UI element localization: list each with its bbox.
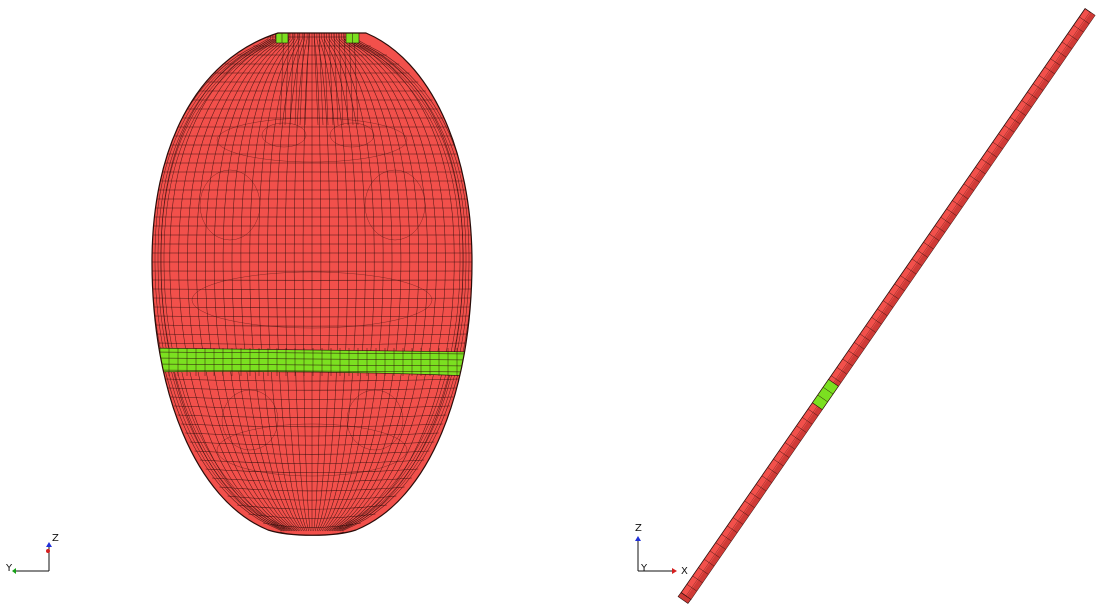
triad-y-label: Y	[5, 563, 13, 574]
axis-triad-left: Y Z	[5, 533, 59, 574]
selected-element-band[interactable]	[150, 33, 475, 377]
shell-outline	[151, 32, 473, 536]
triad-z-label: Z	[52, 533, 59, 544]
triad-x-label: X	[681, 566, 688, 577]
triad-z-arrow-icon	[635, 536, 641, 541]
axis-triad-right: X Y Z	[635, 523, 688, 577]
triad-y-arrow-icon	[12, 568, 16, 574]
triad-y-label: Y	[640, 563, 648, 574]
triad-z-arrow-icon	[46, 542, 52, 547]
triad-x-arrow-icon	[672, 568, 677, 574]
shell-mesh-edge[interactable]	[677, 8, 1096, 604]
triad-x-dot-icon	[46, 549, 50, 553]
selected-element-segment[interactable]	[811, 379, 839, 411]
left-view[interactable]: Y Z	[5, 32, 475, 574]
right-view[interactable]: X Y Z	[635, 8, 1096, 604]
triad-z-label: Z	[635, 523, 642, 534]
